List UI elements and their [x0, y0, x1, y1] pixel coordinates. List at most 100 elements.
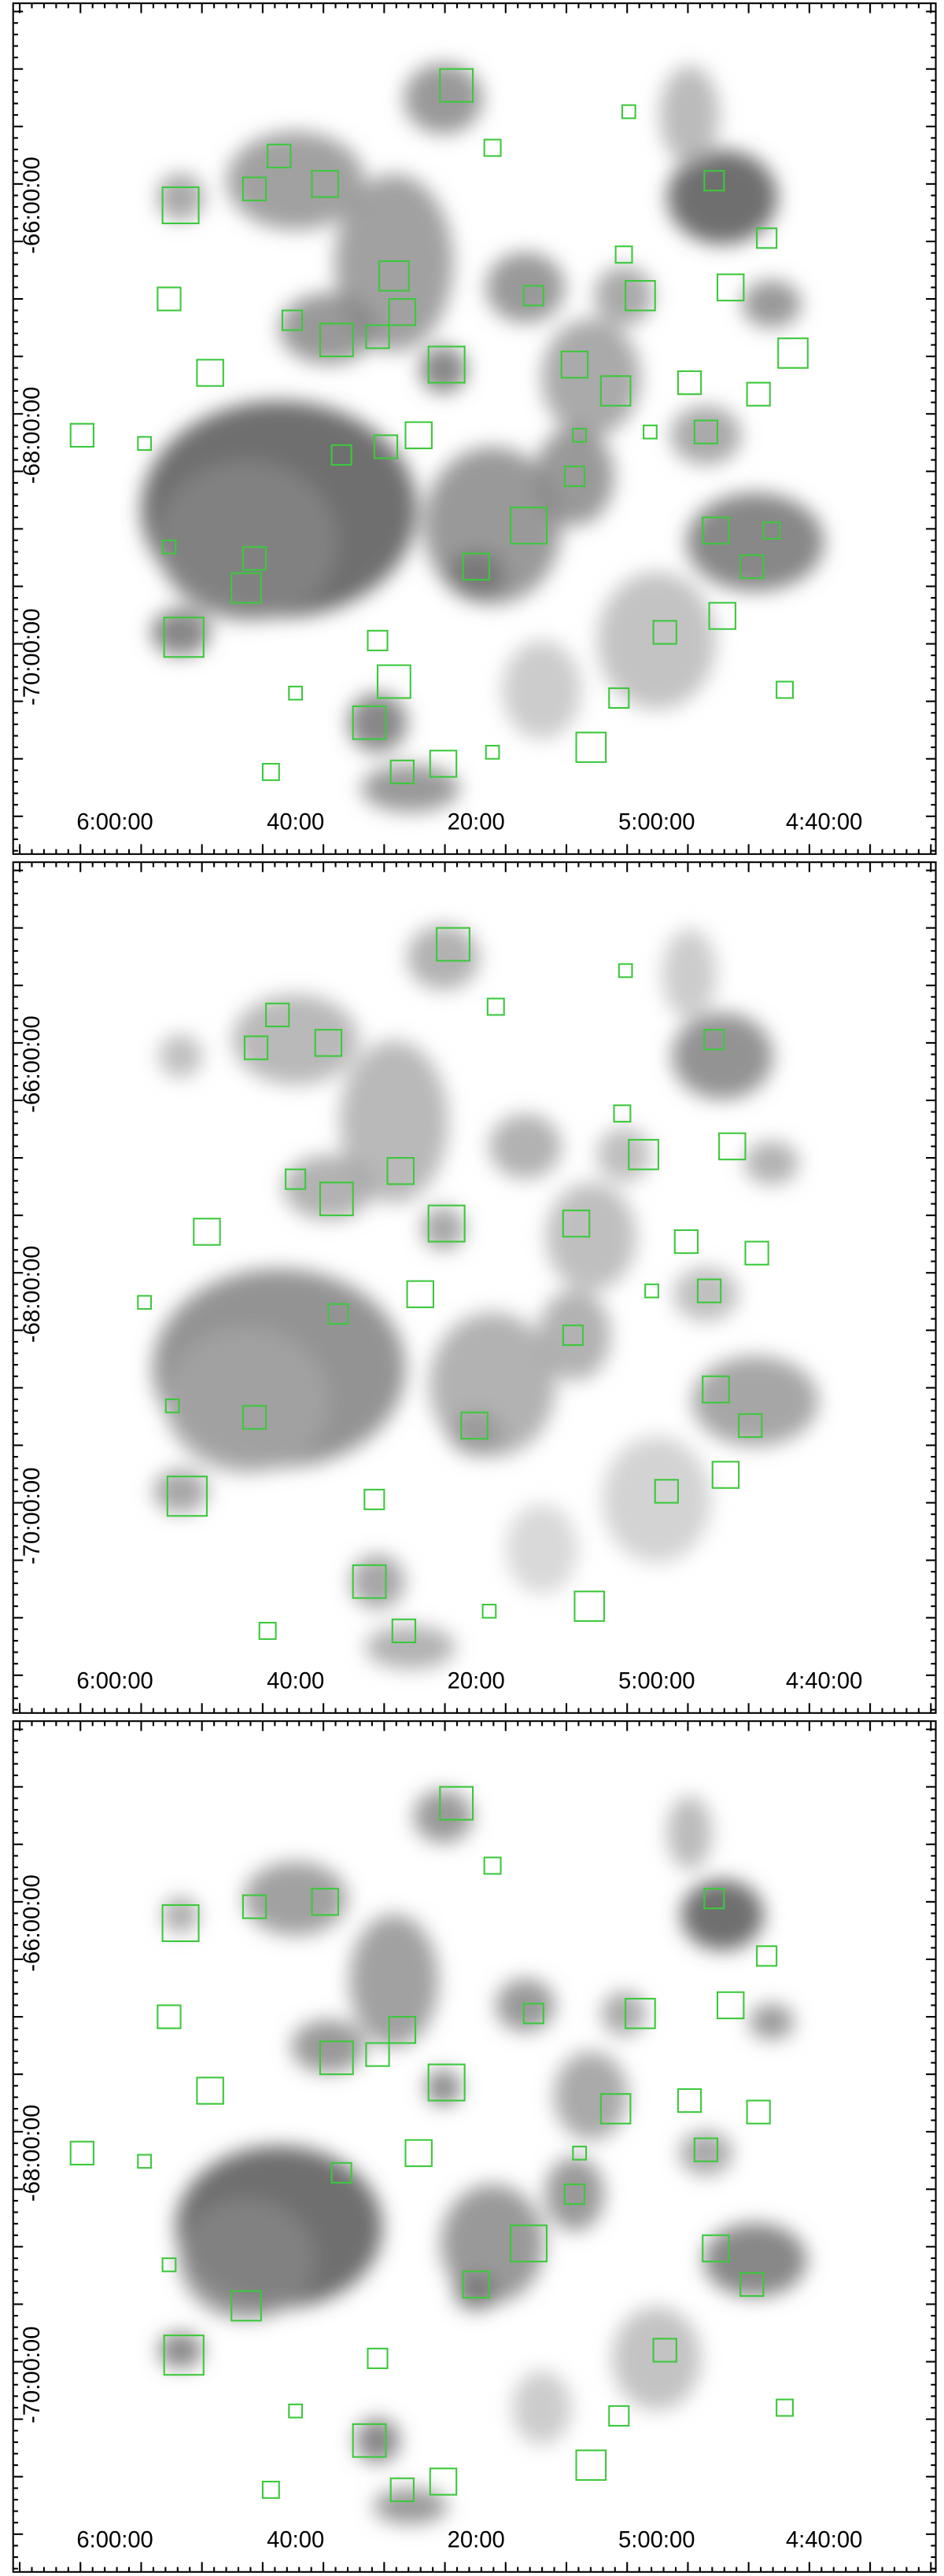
- emission-blob: [671, 1012, 773, 1100]
- source-box: [311, 170, 339, 198]
- emission-blob: [373, 2488, 448, 2524]
- source-box: [363, 1488, 385, 1510]
- source-box: [288, 2403, 304, 2419]
- emission-blob: [703, 2223, 807, 2298]
- source-box: [230, 2290, 262, 2322]
- x-tick-label: 20:00: [448, 2527, 505, 2552]
- source-box: [654, 1479, 679, 1504]
- source-box: [613, 1104, 632, 1123]
- source-box: [573, 1590, 606, 1622]
- x-tick-label: 6:00:00: [76, 1668, 153, 1693]
- source-box: [242, 1894, 267, 1919]
- source-box: [702, 2234, 730, 2263]
- source-box: [161, 186, 200, 225]
- source-box: [352, 1564, 387, 1599]
- emission-blob: [163, 1897, 199, 1933]
- emission-blob: [659, 65, 720, 164]
- source-box: [481, 1603, 497, 1619]
- source-box: [677, 370, 702, 396]
- source-box: [193, 1218, 221, 1246]
- source-box: [330, 444, 352, 466]
- emission-blob: [348, 693, 407, 753]
- x-tick-label: 40:00: [267, 809, 324, 835]
- emission-blob: [283, 1155, 374, 1220]
- source-box: [621, 104, 636, 120]
- emission-blob: [538, 1290, 611, 1380]
- y-tick-label: -66:00:00: [20, 157, 45, 254]
- source-box: [69, 2140, 94, 2166]
- source-box: [157, 286, 182, 311]
- source-box: [439, 68, 474, 103]
- y-tick-label: -68:00:00: [20, 1246, 45, 1343]
- source-box: [436, 927, 470, 962]
- source-box: [327, 1303, 349, 1325]
- emission-blob: [446, 551, 506, 599]
- emission-blob: [349, 1914, 439, 2047]
- y-tick-label: -70:00:00: [20, 2326, 45, 2423]
- source-box: [696, 1278, 722, 1303]
- emission-blob: [179, 2200, 313, 2320]
- source-box: [367, 629, 389, 651]
- emission-blob: [612, 2306, 702, 2411]
- emission-blob: [419, 345, 467, 393]
- source-box: [599, 375, 632, 407]
- x-tick-label: 20:00: [448, 1668, 505, 1693]
- x-tick-label: 5:00:00: [618, 809, 695, 835]
- y-tick-label: -70:00:00: [20, 1467, 45, 1564]
- x-tick-label: 40:00: [267, 1668, 324, 1693]
- emission-blob: [686, 492, 824, 591]
- emission-blob: [448, 1412, 503, 1456]
- source-box: [628, 1139, 659, 1170]
- source-box: [716, 273, 745, 302]
- y-tick-label: -66:00:00: [20, 1874, 45, 1972]
- x-tick-label: 4:40:00: [786, 2527, 862, 2552]
- x-tick-label: 6:00:00: [76, 809, 153, 835]
- source-box: [599, 2093, 632, 2125]
- source-box: [427, 2063, 466, 2102]
- source-box: [708, 602, 736, 630]
- x-tick-label: 5:00:00: [618, 2527, 695, 2552]
- emission-blob: [425, 2069, 462, 2106]
- source-box: [703, 1029, 725, 1051]
- source-box: [311, 1888, 339, 1916]
- source-box: [164, 1398, 180, 1413]
- emission-blob: [667, 149, 778, 245]
- source-box: [161, 2257, 177, 2272]
- emission-blob: [232, 994, 359, 1085]
- source-box: [265, 1002, 290, 1028]
- emission-blob: [594, 266, 654, 326]
- y-tick-label: -68:00:00: [20, 2105, 45, 2202]
- source-box: [644, 1283, 659, 1299]
- source-box: [739, 554, 765, 580]
- source-box: [677, 2088, 702, 2113]
- source-box: [738, 1413, 763, 1439]
- emission-blob: [227, 131, 365, 230]
- source-box: [762, 521, 781, 540]
- source-box: [242, 176, 267, 201]
- emission-blob: [151, 608, 211, 656]
- source-box: [560, 350, 589, 379]
- y-tick-label: -66:00:00: [20, 1015, 45, 1113]
- source-box: [163, 617, 205, 658]
- source-box: [196, 2077, 224, 2105]
- y-tick-label: -70:00:00: [20, 608, 45, 706]
- source-box: [746, 2099, 771, 2125]
- x-tick-label: 6:00:00: [76, 2527, 153, 2552]
- emission-blob: [164, 1329, 328, 1473]
- emission-blob: [421, 1207, 466, 1251]
- emission-blob: [159, 1034, 203, 1078]
- emission-blob: [597, 571, 716, 710]
- source-box: [389, 759, 415, 785]
- source-box: [378, 260, 410, 292]
- source-box: [643, 424, 658, 440]
- source-box: [777, 337, 809, 369]
- emission-blob: [365, 1625, 456, 1669]
- source-box: [352, 2423, 387, 2458]
- source-box: [137, 1295, 153, 1310]
- source-box: [319, 1181, 354, 1217]
- source-box: [161, 539, 177, 555]
- image-panel: 6:00:00 40:00 20:00 5:00:00 4:40:00 -66:00:00…: [12, 861, 937, 1714]
- source-box: [510, 2224, 548, 2263]
- emission-blob: [667, 1796, 712, 1870]
